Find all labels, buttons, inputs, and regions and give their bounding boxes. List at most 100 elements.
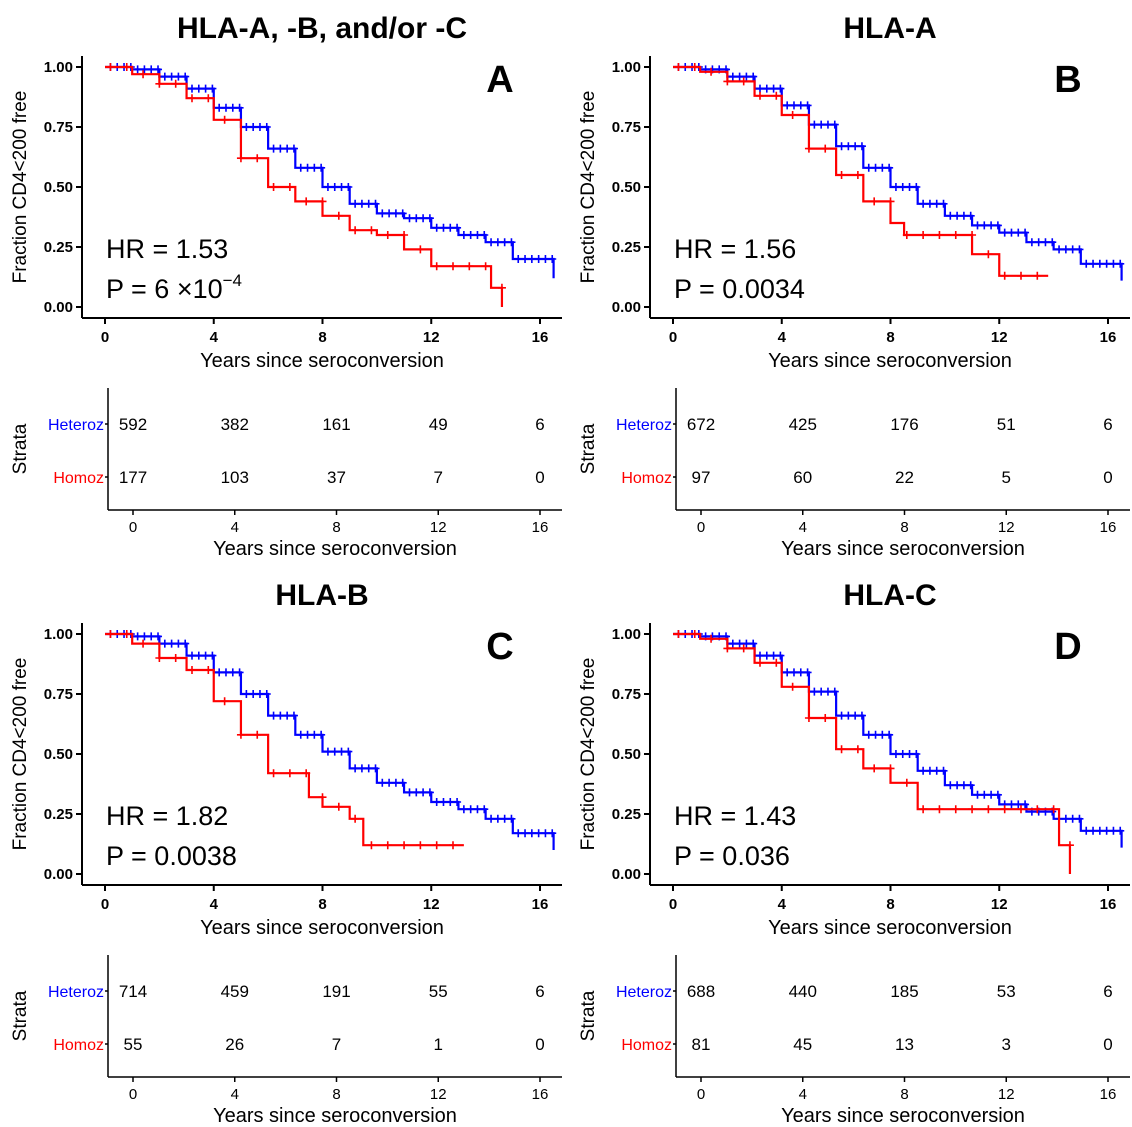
y-tick-label: 0.75 <box>612 119 641 136</box>
censor-mark-heteroz <box>493 238 502 247</box>
censor-mark-heteroz <box>378 778 387 787</box>
risk-table-row-label-homoz: Homoz <box>621 1037 672 1054</box>
risk-table-x-tick-label: 8 <box>332 519 340 536</box>
censor-mark-heteroz <box>735 639 744 648</box>
panel-title: HLA-A, -B, and/or -C <box>177 12 467 45</box>
risk-table-row-label-homoz: Homoz <box>621 470 672 487</box>
censor-mark-heteroz <box>1095 826 1104 835</box>
censor-mark-heteroz <box>548 829 557 838</box>
censor-mark-heteroz <box>174 72 183 81</box>
censor-mark-heteroz <box>803 668 812 677</box>
censor-mark-homoz <box>318 793 327 802</box>
y-tick-label: 1.00 <box>612 626 641 643</box>
risk-table-count: 425 <box>789 415 817 434</box>
censor-mark-heteroz <box>1027 238 1036 247</box>
risk-table-x-tick-label: 0 <box>697 519 705 536</box>
censor-mark-homoz <box>951 805 960 814</box>
censor-mark-homoz <box>870 197 879 206</box>
censor-mark-heteroz <box>1102 259 1111 268</box>
risk-table-count: 185 <box>890 982 918 1001</box>
censor-mark-heteroz <box>283 144 292 153</box>
censor-mark-heteroz <box>959 211 968 220</box>
censor-mark-homoz <box>367 226 376 235</box>
censor-mark-heteroz <box>919 199 928 208</box>
risk-table-x-tick-label: 16 <box>532 519 549 536</box>
censor-mark-heteroz <box>1095 259 1104 268</box>
censor-mark-heteroz <box>987 221 996 230</box>
censor-mark-heteroz <box>966 211 975 220</box>
censor-mark-homoz <box>707 634 716 643</box>
censor-mark-heteroz <box>194 84 203 93</box>
censor-mark-heteroz <box>905 183 914 191</box>
censor-mark-heteroz <box>534 255 543 263</box>
panel-a: HLA-A, -B, and/or -C A Fraction CD4<200 fr… <box>10 12 562 560</box>
panel-title: HLA-C <box>843 579 936 612</box>
censor-mark-heteroz <box>885 730 894 739</box>
p-prefix: P = <box>106 274 154 304</box>
censor-mark-heteroz <box>337 183 346 191</box>
censor-mark-heteroz <box>487 814 496 823</box>
censor-mark-homoz <box>416 841 425 850</box>
risk-table-count: 0 <box>535 468 544 487</box>
p-value: 0.036 <box>722 841 790 871</box>
panel-letter: D <box>1054 626 1081 668</box>
censor-mark-homoz <box>400 231 409 239</box>
censor-mark-heteroz <box>242 690 251 698</box>
censor-mark-heteroz <box>823 687 832 696</box>
censor-mark-heteroz <box>548 255 557 263</box>
censor-mark-heteroz <box>317 730 326 739</box>
x-tick-label: 16 <box>532 896 549 913</box>
censor-mark-heteroz <box>912 183 921 191</box>
censor-mark-homoz <box>106 630 115 638</box>
censor-mark-heteroz <box>330 747 339 756</box>
censor-mark-heteroz <box>432 798 441 806</box>
censor-mark-heteroz <box>844 142 853 151</box>
censor-mark-heteroz <box>147 632 156 641</box>
censor-mark-heteroz <box>837 142 846 151</box>
censor-mark-homoz <box>269 769 278 778</box>
censor-mark-heteroz <box>364 764 373 773</box>
censor-mark-heteroz <box>140 65 149 74</box>
censor-mark-homoz <box>1049 805 1058 814</box>
censor-mark-heteroz <box>446 798 455 806</box>
censor-mark-heteroz <box>1021 228 1030 237</box>
censor-mark-heteroz <box>419 214 428 223</box>
censor-mark-homoz <box>1000 271 1009 280</box>
risk-table-count: 592 <box>119 415 147 434</box>
censor-mark-heteroz <box>966 781 975 790</box>
censor-mark-heteroz <box>756 84 764 93</box>
censor-mark-heteroz <box>844 711 853 720</box>
censor-mark-heteroz <box>249 690 258 698</box>
censor-mark-heteroz <box>939 199 948 208</box>
x-axis-label: Years since seroconversion <box>200 917 444 939</box>
risk-table-count: 176 <box>890 415 918 434</box>
censor-mark-homoz <box>351 814 360 823</box>
censor-mark-heteroz <box>803 101 812 110</box>
y-tick-label: 0.50 <box>44 746 73 763</box>
y-tick-label: 0.50 <box>44 179 73 196</box>
censor-mark-homoz <box>935 231 944 239</box>
y-tick-label: 0.50 <box>612 746 641 763</box>
p-value: 0.0034 <box>722 274 805 304</box>
censor-mark-homoz <box>837 171 846 179</box>
censor-mark-heteroz <box>398 209 407 218</box>
censor-mark-homoz <box>139 70 148 79</box>
y-axis-label: Fraction CD4<200 free <box>578 91 599 284</box>
censor-mark-homoz <box>302 769 311 778</box>
censor-mark-heteroz <box>147 65 156 74</box>
risk-table-row-label-homoz: Homoz <box>53 470 104 487</box>
censor-mark-heteroz <box>208 651 217 660</box>
censor-mark-heteroz <box>521 255 530 263</box>
censor-mark-heteroz <box>953 211 962 220</box>
x-tick-label: 4 <box>778 896 787 913</box>
censor-mark-homoz <box>788 682 797 691</box>
censor-mark-heteroz <box>188 84 196 93</box>
panel-title: HLA-A <box>843 12 936 45</box>
y-tick-label: 0.75 <box>612 686 641 703</box>
censor-mark-heteroz <box>898 183 907 191</box>
censor-mark-heteroz <box>235 668 244 677</box>
censor-mark-heteroz <box>385 209 394 218</box>
censor-mark-heteroz <box>796 101 805 110</box>
censor-mark-homoz <box>432 262 441 271</box>
censor-mark-heteroz <box>514 829 523 838</box>
